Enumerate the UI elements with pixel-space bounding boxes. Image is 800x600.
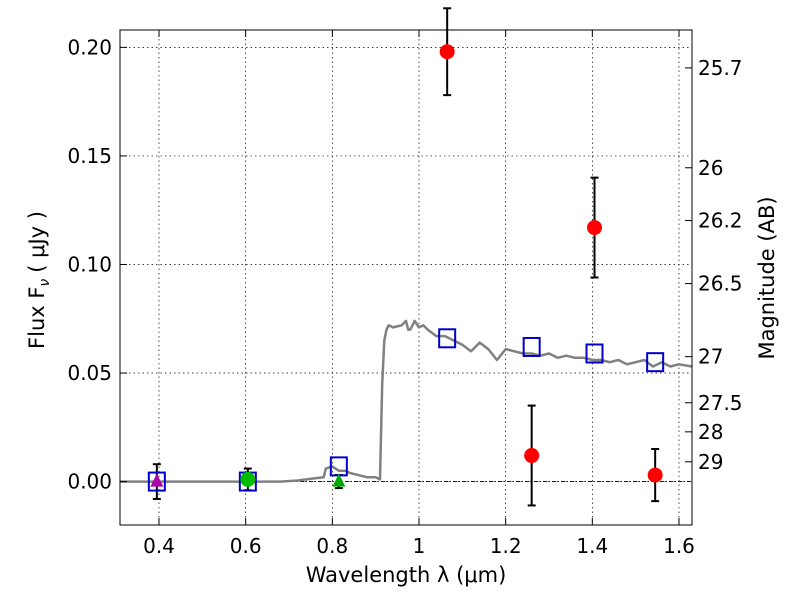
model-sed-line xyxy=(120,319,693,483)
data-point-square xyxy=(522,336,541,357)
data-point-square xyxy=(585,343,604,364)
magnitude-tick-label: 29 xyxy=(698,450,723,474)
magnitude-tick-label: 26 xyxy=(698,156,723,180)
data-point-circle xyxy=(439,44,455,60)
y-tick-label: 0.20 xyxy=(67,35,112,59)
y-tick-label: 0.00 xyxy=(67,470,112,494)
x-tick-label: 0.4 xyxy=(143,534,175,558)
grid-lines xyxy=(120,30,692,525)
x-tick-label: 0.8 xyxy=(316,534,348,558)
data-point-triangle xyxy=(332,473,346,487)
x-tick-label: 1.2 xyxy=(490,534,522,558)
data-point-square xyxy=(147,471,166,492)
magnitude-tick-label: 27 xyxy=(698,345,723,369)
x-axis-label: Wavelength λ (μm) xyxy=(306,563,507,587)
data-point-circle xyxy=(587,220,602,236)
axis-ticks xyxy=(120,30,692,525)
data-point-triangle xyxy=(150,473,164,487)
magnitude-tick-label: 25.7 xyxy=(698,56,743,80)
y-axis-label: Flux Fν( μJy ) xyxy=(25,211,53,349)
data-point-circle xyxy=(524,448,540,464)
x-tick-label: 0.6 xyxy=(230,534,262,558)
right-axis-label: Magnitude (AB) xyxy=(755,196,779,359)
data-point-square xyxy=(646,352,665,373)
y-tick-label: 0.15 xyxy=(67,144,112,168)
data-point-circle xyxy=(240,471,256,487)
x-tick-label: 1 xyxy=(413,534,426,558)
magnitude-tick-label: 28 xyxy=(698,420,723,444)
axes-frame xyxy=(119,29,693,526)
x-tick-labels: 0.4 0.6 0.8 1 1.2 1.4 1.6 xyxy=(143,534,695,558)
data-markers xyxy=(147,44,665,492)
data-point-square xyxy=(438,328,457,349)
y-tick-labels: 0.00 0.05 0.10 0.15 0.20 xyxy=(67,35,112,493)
x-tick-label: 1.4 xyxy=(576,534,608,558)
data-point-circle xyxy=(647,467,663,483)
x-tick-label: 1.6 xyxy=(663,534,695,558)
magnitude-tick-labels: 25.7 26 26.2 26.5 27 27.5 28 29 xyxy=(698,56,743,474)
magnitude-tick-label: 26.2 xyxy=(698,209,743,233)
model-sed-curve xyxy=(120,319,693,483)
magnitude-tick-label: 27.5 xyxy=(698,391,743,415)
y-tick-label: 0.05 xyxy=(67,361,112,385)
y-tick-label: 0.10 xyxy=(67,252,112,276)
error-bars xyxy=(152,7,660,507)
magnitude-tick-label: 26.5 xyxy=(698,272,743,296)
